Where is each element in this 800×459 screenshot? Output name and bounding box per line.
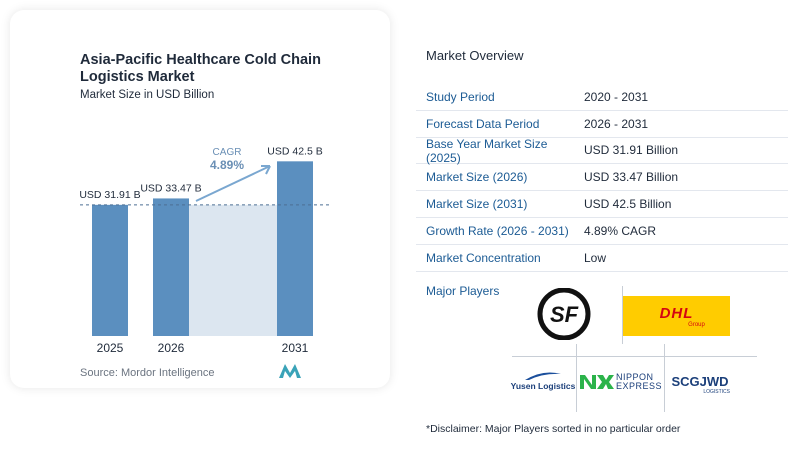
yusen-logo-text: Yusen Logistics xyxy=(510,381,576,391)
cagr-value: 4.89% xyxy=(210,158,244,172)
major-players-label: Major Players xyxy=(426,284,500,298)
overview-title: Market Overview xyxy=(426,48,524,63)
category-label: 2025 xyxy=(97,341,124,355)
overview-row-value: 4.89% CAGR xyxy=(584,223,657,238)
overview-row-value: USD 31.91 Billion xyxy=(584,143,679,158)
bar-2026 xyxy=(153,198,189,336)
overview-row-value: 2020 - 2031 xyxy=(584,89,649,104)
category-label: 2026 xyxy=(158,341,185,355)
value-label: USD 33.47 B xyxy=(140,182,201,194)
overview-row: Market Size (2031) USD 42.5 Billion xyxy=(416,191,788,218)
overview-row-label: Study Period xyxy=(426,89,495,104)
nippon-logo-top: NIPPON xyxy=(615,372,654,382)
nx-mark-icon xyxy=(579,375,614,389)
scgjwd-logo-text: SCGJWD xyxy=(671,373,729,389)
overview-row: Growth Rate (2026 - 2031) 4.89% CAGR xyxy=(416,218,788,245)
bar-2031 xyxy=(277,161,313,336)
cagr-arrowhead xyxy=(261,165,271,175)
category-label: 2031 xyxy=(282,341,309,355)
yusen-swoosh-icon xyxy=(525,372,561,380)
overview-row: Study Period 2020 - 2031 xyxy=(416,84,788,111)
overview-row: Base Year Market Size (2025) USD 31.91 Bi… xyxy=(416,136,788,165)
overview-row-value: 2026 - 2031 xyxy=(584,116,649,131)
overview-row-value: USD 42.5 Billion xyxy=(584,197,672,212)
overview-row-label: Market Size (2026) xyxy=(426,170,528,185)
forecast-band xyxy=(189,204,277,336)
chart-title: Asia-Pacific Healthcare Cold Chain Logis… xyxy=(80,52,321,85)
dhl-logo-sub: Group xyxy=(688,321,705,328)
scgjwd-logo-sub: LOGISTICS xyxy=(703,388,730,395)
bar-2025 xyxy=(92,204,128,336)
sf-express-logo: SF xyxy=(535,288,593,340)
source-text: Source: Mordor Intelligence xyxy=(80,367,215,379)
yusen-logistics-logo: Yusen Logistics xyxy=(510,366,576,396)
dhl-logo-text: DHL xyxy=(659,304,694,322)
overview-row-label: Forecast Data Period xyxy=(426,116,540,131)
cagr-arrow xyxy=(195,165,271,202)
overview-row-label: Base Year Market Size (2025) xyxy=(426,136,548,165)
market-overview-panel: Market Overview Study Period 2020 - 2031 F… xyxy=(416,0,788,459)
overview-row-label: Growth Rate (2026 - 2031) xyxy=(426,223,569,238)
overview-row: Market Concentration Low xyxy=(416,245,788,272)
scgjwd-logo: SCGJWD LOGISTICS xyxy=(666,370,734,398)
value-label: USD 31.91 B xyxy=(79,189,140,201)
chart-subtitle: Market Size in USD Billion xyxy=(80,89,215,101)
overview-row: Market Size (2026) USD 33.47 Billion xyxy=(416,164,788,192)
value-label: USD 42.5 B xyxy=(267,145,322,157)
grid-divider xyxy=(664,344,665,412)
grid-divider xyxy=(576,344,577,412)
cagr-label: CAGR xyxy=(213,147,242,158)
overview-table: Study Period 2020 - 2031 Forecast Data Per… xyxy=(416,84,788,272)
grid-divider xyxy=(622,286,623,344)
overview-row-value: Low xyxy=(584,250,607,265)
disclaimer-text: *Disclaimer: Major Players sorted in no … xyxy=(426,423,681,435)
sf-logo-text: SF xyxy=(550,302,579,327)
mordor-logo-icon xyxy=(279,364,301,378)
grid-divider xyxy=(512,356,757,357)
nippon-logo-bottom: EXPRESS xyxy=(615,381,663,391)
overview-row-label: Market Concentration xyxy=(426,250,541,265)
nippon-express-logo: NIPPON EXPRESS xyxy=(578,370,664,394)
overview-row-label: Market Size (2031) xyxy=(426,197,528,212)
dhl-logo: DHL Group xyxy=(623,296,730,336)
overview-row-value: USD 33.47 Billion xyxy=(584,170,679,185)
overview-row: Forecast Data Period 2026 - 2031 xyxy=(416,111,788,138)
